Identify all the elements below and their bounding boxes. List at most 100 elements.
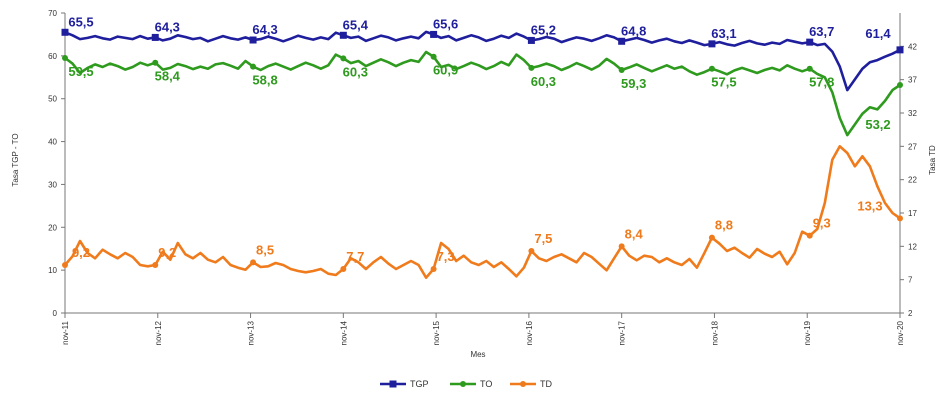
legend: TGP TO TD xyxy=(380,379,552,389)
x-tick-label: nov-15 xyxy=(432,320,441,345)
data-label-to: 59,3 xyxy=(621,76,646,91)
y-tick-left-label: 10 xyxy=(48,266,57,275)
marker-tgp xyxy=(708,40,716,48)
x-tick-label: nov-12 xyxy=(154,320,163,345)
x-tick-label: nov-16 xyxy=(525,320,534,345)
marker-to xyxy=(62,55,68,61)
data-label-tgp: 64,3 xyxy=(252,22,277,37)
marker-to xyxy=(430,53,437,60)
marker-to xyxy=(340,55,347,62)
data-label-td: 7,5 xyxy=(534,231,552,246)
data-label-tgp: 65,6 xyxy=(433,16,458,31)
data-label-tgp: 65,4 xyxy=(343,17,369,32)
data-label-to: 59,5 xyxy=(68,64,93,79)
marker-tgp xyxy=(430,30,438,38)
legend-marker-to xyxy=(460,381,466,387)
y-tick-left-label: 0 xyxy=(53,309,58,318)
y-axis-left-title: Tasa TGP - TO xyxy=(11,133,20,186)
x-axis-title: Mes xyxy=(470,350,485,359)
y-tick-left-label: 60 xyxy=(48,52,57,61)
x-tick-label: nov-18 xyxy=(710,320,719,345)
y-tick-right-label: 17 xyxy=(908,209,917,218)
data-label-to: 60,3 xyxy=(343,64,368,79)
legend-label-tgp: TGP xyxy=(410,379,429,389)
marker-tgp xyxy=(339,31,347,39)
data-label-to: 57,5 xyxy=(711,75,736,90)
marker-to xyxy=(806,65,813,72)
x-tick-label: nov-13 xyxy=(247,320,256,345)
data-label-tgp: 64,3 xyxy=(155,19,180,34)
y-tick-right-label: 2 xyxy=(908,309,913,318)
data-label-tgp: 65,2 xyxy=(531,22,556,37)
marker-tgp xyxy=(151,33,159,41)
data-label-tgp: 64,8 xyxy=(621,23,646,38)
marker-to xyxy=(897,82,903,88)
data-label-tgp: 61,4 xyxy=(865,26,891,41)
marker-tgp xyxy=(527,36,535,44)
x-tick-label: nov-20 xyxy=(896,320,905,345)
y-tick-right-label: 32 xyxy=(908,109,917,118)
marker-td xyxy=(152,262,159,268)
marker-tgp xyxy=(618,37,626,45)
series-line-tgp xyxy=(63,30,902,92)
y-tick-right-label: 7 xyxy=(908,276,913,285)
y-tick-left-label: 30 xyxy=(48,180,57,189)
series-line-to xyxy=(63,50,902,137)
data-label-to: 53,2 xyxy=(865,117,890,132)
marker-td xyxy=(430,266,437,272)
y-tick-left-label: 70 xyxy=(48,9,57,18)
data-label-td: 8,8 xyxy=(715,218,733,233)
data-label-tgp: 65,5 xyxy=(68,14,93,29)
data-label-td: 7,7 xyxy=(346,249,364,264)
y-tick-left-label: 40 xyxy=(48,138,57,147)
y-tick-left-label: 20 xyxy=(48,223,57,232)
marker-tgp xyxy=(896,46,904,54)
data-label-tgp: 63,7 xyxy=(809,24,834,39)
data-label-td: 9,2 xyxy=(72,245,90,260)
data-label-to: 58,8 xyxy=(252,73,277,88)
marker-to xyxy=(708,65,715,72)
marker-td xyxy=(806,232,813,239)
marker-to xyxy=(152,59,159,66)
marker-td xyxy=(708,234,715,241)
marker-td xyxy=(250,259,257,266)
y-tick-left-label: 50 xyxy=(48,95,57,104)
marker-to xyxy=(250,63,257,70)
y-tick-right-label: 37 xyxy=(908,76,917,85)
marker-td xyxy=(340,266,347,272)
data-label-tgp: 63,1 xyxy=(711,26,736,41)
data-labels: 65,5 64,3 64,3 65,4 65,6 65,2 64,8 63,1 63,7 61,4… xyxy=(68,14,891,264)
marker-to xyxy=(618,67,625,73)
legend-marker-td xyxy=(520,381,526,387)
marker-tgp xyxy=(61,28,69,36)
y-tick-right-label: 22 xyxy=(908,176,917,185)
y-axis-right-title: Tasa TD xyxy=(928,145,937,175)
data-label-to: 58,4 xyxy=(155,69,181,84)
y-tick-right-label: 42 xyxy=(908,42,917,51)
data-label-td: 9,3 xyxy=(813,216,831,231)
data-label-td: 9,2 xyxy=(158,245,176,260)
marker-td xyxy=(618,243,625,250)
series-line-td xyxy=(63,145,902,279)
series-lines xyxy=(61,28,904,279)
data-label-to: 60,3 xyxy=(531,74,556,89)
data-label-td: 8,5 xyxy=(256,242,274,257)
marker-td xyxy=(62,262,68,268)
marker-to xyxy=(528,64,535,71)
x-tick-label: nov-14 xyxy=(339,320,348,345)
legend-label-to: TO xyxy=(480,379,492,389)
marker-td xyxy=(897,215,903,222)
y-tick-right-label: 12 xyxy=(908,242,917,251)
marker-tgp xyxy=(249,36,257,44)
data-label-td: 13,3 xyxy=(857,198,882,213)
data-label-to: 57,8 xyxy=(809,75,834,90)
legend-label-td: TD xyxy=(540,379,552,389)
data-label-td: 7,3 xyxy=(437,249,455,264)
legend-marker-tgp xyxy=(389,380,397,388)
x-tick-label: nov-11 xyxy=(61,320,70,344)
x-tick-label: nov-19 xyxy=(803,320,812,345)
marker-tgp xyxy=(806,38,814,46)
